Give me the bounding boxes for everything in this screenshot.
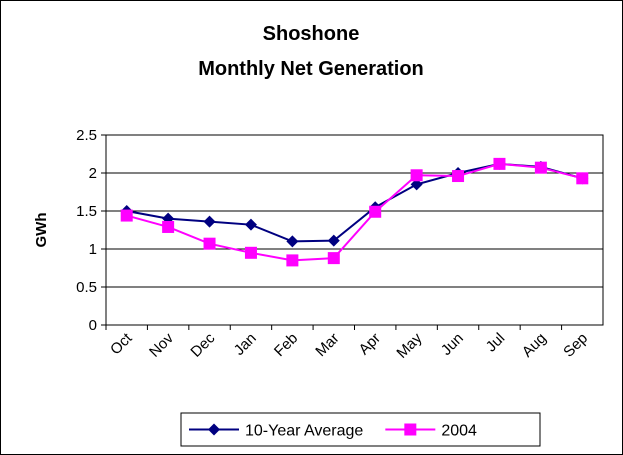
data-point (286, 254, 299, 267)
y-tick-label: 0 (89, 317, 97, 334)
data-point (576, 172, 589, 185)
y-tick-label: 1 (89, 241, 97, 258)
data-point (452, 170, 465, 183)
y-tick-label: 0.5 (76, 279, 97, 296)
plot-area (105, 134, 604, 326)
data-point (410, 169, 423, 182)
data-point (286, 235, 299, 248)
legend-box (180, 412, 541, 447)
data-point (534, 161, 547, 174)
legend-label: 10-Year Average (245, 423, 363, 440)
data-point (327, 252, 340, 265)
data-point (120, 209, 133, 222)
legend-marker (404, 423, 417, 436)
chart-title: Shoshone (263, 23, 360, 45)
y-tick-label: 2 (89, 165, 97, 182)
data-point (203, 215, 216, 228)
legend-marker (208, 423, 220, 436)
data-point (244, 246, 257, 259)
chart-title: Monthly Net Generation (198, 58, 424, 80)
data-point (327, 234, 340, 247)
y-axis-label: GWh (33, 213, 50, 248)
data-point (369, 205, 382, 218)
data-point (244, 218, 257, 231)
data-point (410, 178, 423, 191)
data-point (162, 220, 175, 233)
y-tick-label: 2.5 (76, 127, 97, 144)
series-line (126, 162, 583, 262)
legend-label: 2004 (441, 423, 477, 440)
y-tick-label: 1.5 (76, 203, 97, 220)
data-point (493, 157, 506, 170)
data-point (203, 237, 216, 250)
